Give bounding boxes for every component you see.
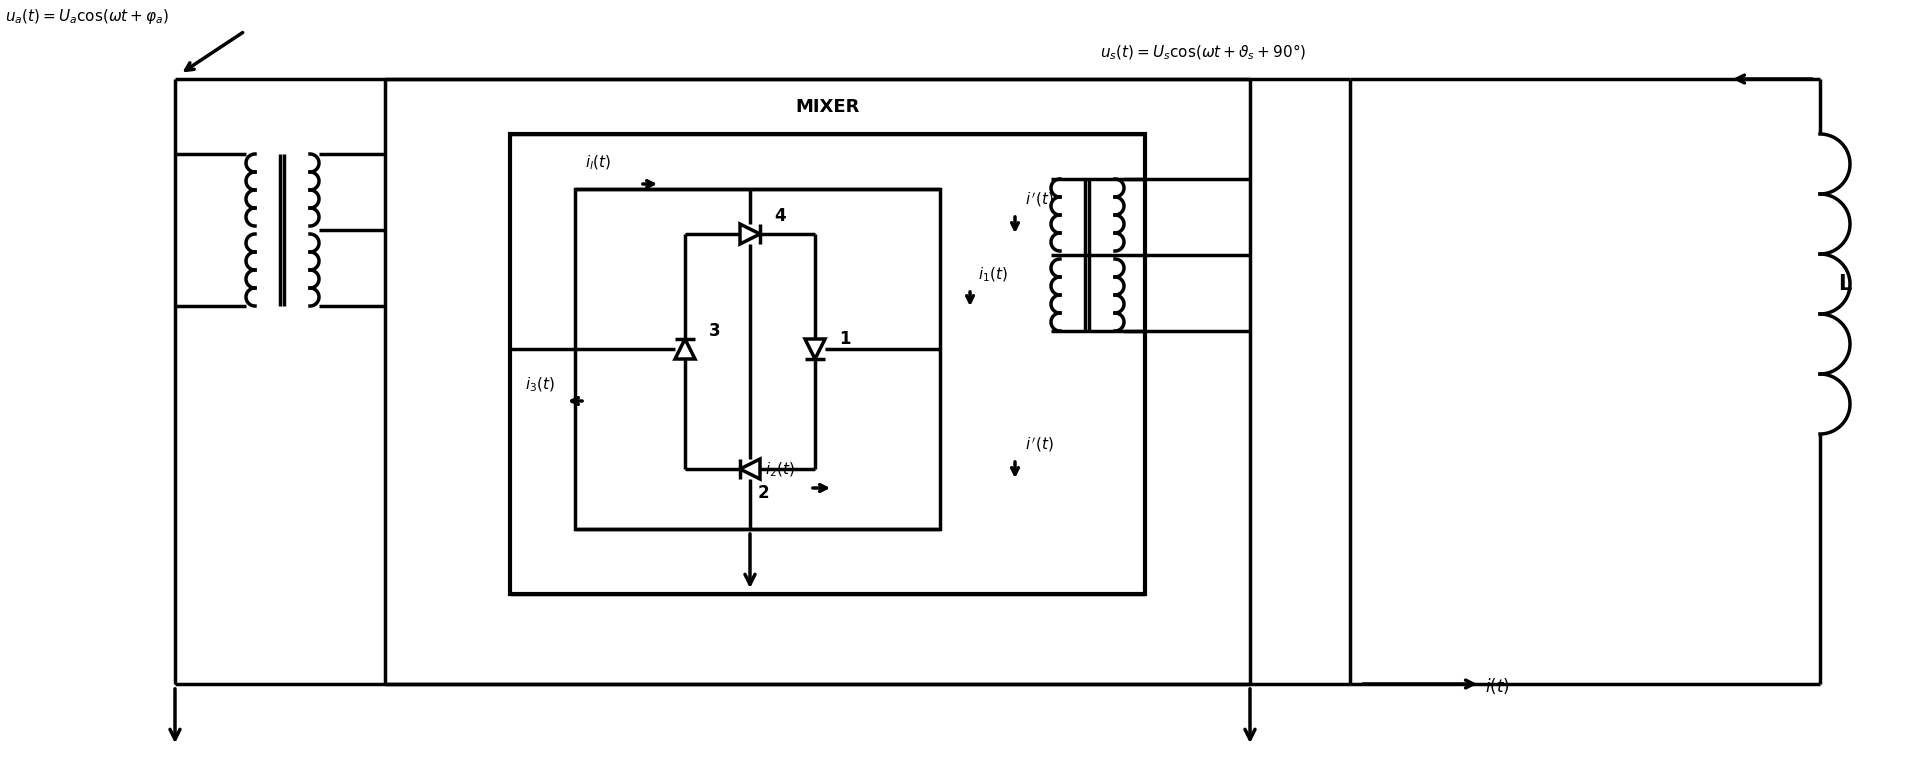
Text: $i_l(t)$: $i_l(t)$	[586, 153, 611, 171]
Bar	[511, 134, 1144, 594]
Polygon shape	[804, 339, 826, 359]
Text: $i_1(t)$: $i_1(t)$	[977, 266, 1008, 284]
Text: 1: 1	[839, 330, 851, 348]
Text: $i(t)$: $i(t)$	[1484, 676, 1509, 696]
Text: 4: 4	[774, 207, 785, 225]
Text: 3: 3	[708, 322, 720, 340]
Polygon shape	[739, 459, 760, 479]
Text: MIXER: MIXER	[795, 98, 860, 116]
Text: $i_3(t)$: $i_3(t)$	[524, 375, 555, 393]
Text: L: L	[1837, 274, 1851, 294]
Text: 2: 2	[758, 484, 770, 502]
Polygon shape	[739, 224, 760, 244]
Polygon shape	[676, 339, 695, 359]
Text: $u_a(t)=U_a\cos(\omega t+\varphi_a)$: $u_a(t)=U_a\cos(\omega t+\varphi_a)$	[6, 7, 169, 26]
Text: $i\,'(t)$: $i\,'(t)$	[1025, 435, 1054, 453]
Text: $i_2(t)$: $i_2(t)$	[764, 460, 795, 479]
Bar	[574, 189, 941, 529]
Text: $u_s(t)=U_s\cos(\omega t+\vartheta_s+90°)$: $u_s(t)=U_s\cos(\omega t+\vartheta_s+90°…	[1100, 42, 1306, 62]
Text: $i\,'(t)$: $i\,'(t)$	[1025, 190, 1054, 209]
